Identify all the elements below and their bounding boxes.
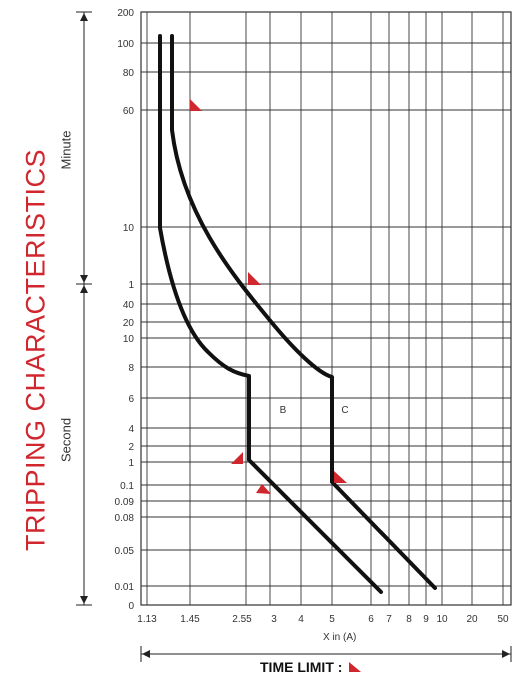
x-tick-label: 20 bbox=[466, 614, 478, 625]
legend: TIME LIMIT : bbox=[260, 659, 362, 675]
x-tick-label: 50 bbox=[497, 614, 509, 625]
y-tick-label: 0.05 bbox=[115, 546, 135, 557]
y-tick-label: 0.08 bbox=[115, 513, 135, 524]
y-tick-label: 0.09 bbox=[115, 497, 135, 508]
x-axis-label: X in (A) bbox=[323, 632, 357, 643]
plot-frame bbox=[140, 11, 512, 606]
x-tick-label: 1.45 bbox=[180, 614, 200, 625]
minute-label: Minute bbox=[58, 130, 74, 170]
series-label: B bbox=[280, 405, 287, 416]
x-tick-label: 5 bbox=[329, 614, 335, 625]
y-tick-label: 200 bbox=[117, 8, 134, 19]
y-tick-label: 60 bbox=[123, 106, 135, 117]
time-limit-marker-icon bbox=[349, 662, 362, 672]
x-tick-label: 1.13 bbox=[137, 614, 157, 625]
minute-arrow-top bbox=[80, 13, 88, 21]
x-tick-label: 9 bbox=[423, 614, 429, 625]
series-label: C bbox=[341, 405, 348, 416]
curve-c-upper-bound bbox=[170, 34, 437, 590]
time-limit-marker bbox=[190, 99, 202, 111]
x-tick-label: 4 bbox=[298, 614, 304, 625]
x-range-arrow-left bbox=[142, 650, 150, 658]
x-tick-label: 8 bbox=[406, 614, 412, 625]
y-tick-label: 100 bbox=[117, 39, 134, 50]
y-tick-label: 80 bbox=[123, 68, 135, 79]
y-tick-label: 6 bbox=[128, 394, 134, 405]
time-limit-marker bbox=[248, 272, 261, 285]
x-tick-label: 3 bbox=[271, 614, 277, 625]
chart-title: TRIPPING CHARACTERISTICS bbox=[20, 148, 51, 552]
second-label: Second bbox=[58, 417, 74, 463]
y-tick-label: 20 bbox=[123, 318, 135, 329]
x-tick-label: 6 bbox=[368, 614, 374, 625]
x-tick-label: 10 bbox=[436, 614, 448, 625]
time-limit-marker bbox=[256, 484, 271, 494]
y-tick-label: 10 bbox=[123, 334, 135, 345]
y-tick-label: 2 bbox=[128, 442, 134, 453]
time-limit-marker bbox=[334, 471, 347, 483]
y-tick-label: 1 bbox=[128, 280, 134, 291]
y-tick-label: 8 bbox=[128, 363, 134, 374]
minute-arrow-bottom bbox=[80, 275, 88, 283]
time-limit-marker bbox=[231, 452, 243, 464]
x-tick-label: 7 bbox=[386, 614, 392, 625]
y-tick-label: 0 bbox=[128, 601, 134, 612]
y-tick-label: 0.1 bbox=[120, 481, 134, 492]
curve-b-lower-bound bbox=[158, 34, 383, 594]
y-tick-label: 40 bbox=[123, 300, 135, 311]
y-tick-label: 4 bbox=[128, 424, 134, 435]
x-tick-label: 2.55 bbox=[232, 614, 252, 625]
y-tick-label: 10 bbox=[123, 223, 135, 234]
second-arrow-bottom bbox=[80, 596, 88, 604]
y-tick-label: 0.01 bbox=[115, 582, 135, 593]
y-tick-label: 1 bbox=[128, 458, 134, 469]
x-range-arrow-right bbox=[502, 650, 510, 658]
legend-label: TIME LIMIT : bbox=[260, 659, 343, 675]
second-arrow-top bbox=[80, 285, 88, 293]
